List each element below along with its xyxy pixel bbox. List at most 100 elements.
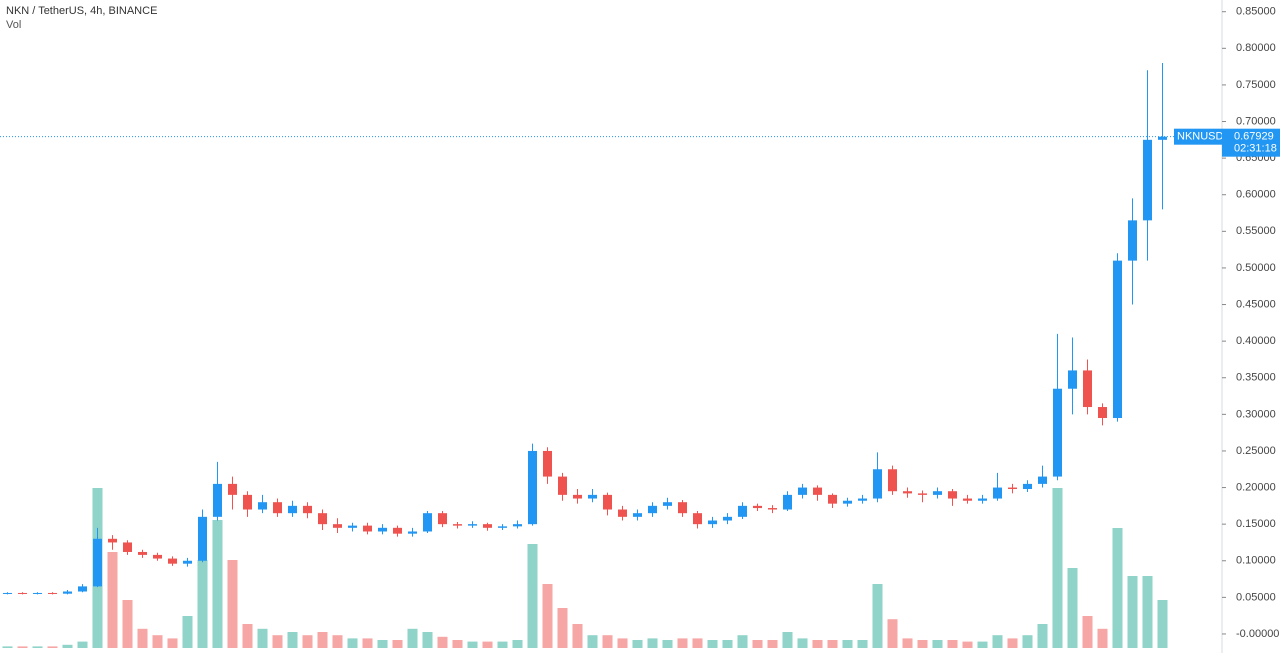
volume-bar	[722, 640, 733, 648]
volume-bar	[137, 628, 148, 648]
candle-body	[933, 491, 942, 495]
y-tick-label: -0.00000	[1236, 628, 1279, 640]
candle-body	[693, 513, 702, 525]
candle-body	[1143, 139, 1152, 221]
volume-bar	[362, 638, 373, 648]
y-tick-label: 0.20000	[1236, 481, 1276, 493]
price-tag	[1222, 128, 1280, 157]
candle-body	[828, 494, 837, 504]
candle-body	[228, 483, 237, 495]
volume-bar	[767, 640, 778, 648]
volume-bar	[182, 616, 193, 648]
candle-body	[198, 516, 207, 561]
volume-bar	[692, 638, 703, 648]
volume-bar	[227, 560, 238, 648]
volume-bar	[272, 635, 283, 648]
volume-bar	[542, 584, 553, 648]
candle-body	[603, 494, 612, 510]
candle-body	[993, 487, 1002, 499]
candle-body	[123, 542, 132, 552]
volume-bar	[1142, 576, 1153, 648]
candle-body	[558, 476, 567, 495]
candle-body	[843, 500, 852, 504]
volume-bar	[17, 646, 28, 648]
volume-bar	[2, 646, 13, 648]
volume-bar	[632, 640, 643, 648]
candle-body	[618, 509, 627, 517]
candle-body	[1083, 370, 1092, 408]
volume-bar	[302, 635, 313, 648]
volume-bar	[602, 635, 613, 648]
candle-body	[288, 505, 297, 514]
symbol-tag	[1174, 128, 1222, 145]
candle-body	[1113, 260, 1122, 419]
volume-bar	[377, 640, 388, 648]
volume-bar	[872, 584, 883, 648]
volume-bar	[857, 640, 868, 648]
volume-bar	[1037, 624, 1048, 648]
candle-body	[1023, 483, 1032, 490]
candle-body	[648, 505, 657, 514]
candle-body	[708, 520, 717, 525]
candle-body	[378, 527, 387, 532]
volume-bar	[737, 635, 748, 648]
volume-bar	[1157, 600, 1168, 648]
y-tick-label: 0.55000	[1236, 225, 1276, 237]
candle-body	[1098, 407, 1107, 419]
volume-bar	[1052, 488, 1063, 648]
candle-body	[438, 513, 447, 525]
candle-body	[903, 491, 912, 494]
candle-body	[978, 498, 987, 501]
candle-body	[528, 450, 537, 525]
candle-body	[153, 554, 162, 559]
candle-body	[948, 491, 957, 499]
y-tick-label: 0.45000	[1236, 298, 1276, 310]
candle-body	[138, 551, 147, 555]
volume-bar	[122, 600, 133, 648]
volume-bar	[212, 520, 223, 648]
volume-bar	[1082, 616, 1093, 648]
candle-body	[408, 531, 417, 534]
volume-bar	[992, 635, 1003, 648]
candle-body	[18, 592, 27, 594]
volume-bar	[47, 646, 58, 648]
candle-body	[1128, 220, 1137, 261]
candle-body	[498, 526, 507, 528]
candle-body	[1053, 388, 1062, 477]
y-tick-label: 0.10000	[1236, 555, 1276, 567]
volume-bar	[1127, 576, 1138, 648]
volume-bar	[782, 632, 793, 648]
volume-bar	[1022, 635, 1033, 648]
volume-bar	[752, 640, 763, 648]
y-tick-label: 0.15000	[1236, 518, 1276, 530]
volume-bar	[62, 644, 73, 648]
candle-body	[393, 527, 402, 534]
volume-bar	[977, 641, 988, 648]
y-tick-label: 0.25000	[1236, 445, 1276, 457]
candle-body	[543, 450, 552, 477]
candle-body	[93, 538, 102, 587]
last-price-label: 0.67929	[1234, 131, 1274, 143]
volume-bar	[197, 560, 208, 648]
volume-bar	[347, 638, 358, 648]
candle-body	[423, 513, 432, 532]
candle-body	[108, 538, 117, 543]
volume-bar	[392, 640, 403, 648]
candle-body	[663, 502, 672, 506]
candle-body	[1158, 136, 1167, 140]
candle-body	[633, 513, 642, 517]
candle-body	[168, 558, 177, 564]
volume-bar	[32, 646, 43, 648]
volume-bar	[332, 635, 343, 648]
volume-bar	[257, 628, 268, 648]
volume-bar	[422, 632, 433, 648]
volume-bar	[647, 638, 658, 648]
volume-bar	[812, 640, 823, 648]
candle-body	[363, 525, 372, 532]
y-tick-label: 0.50000	[1236, 262, 1276, 274]
volume-bar	[662, 640, 673, 648]
volume-bar	[497, 641, 508, 648]
candle-body	[753, 505, 762, 509]
candle-body	[1068, 370, 1077, 389]
